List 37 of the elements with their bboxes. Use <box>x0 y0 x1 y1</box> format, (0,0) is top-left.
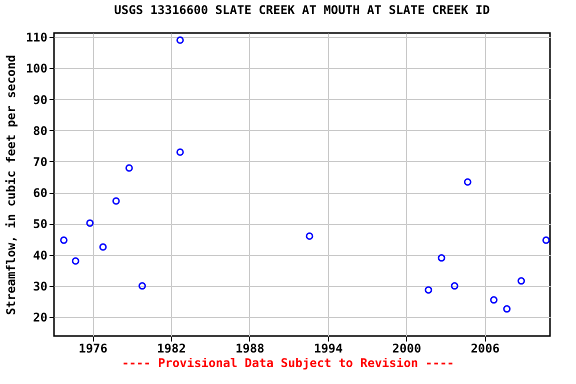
x-tick-label: 1988 <box>235 342 264 356</box>
y-tick-label: 30 <box>33 279 48 294</box>
point <box>464 178 472 186</box>
point <box>72 257 80 265</box>
y-tick-label: 60 <box>33 186 48 200</box>
point <box>517 277 525 285</box>
point <box>450 282 458 290</box>
point <box>438 254 446 262</box>
text: ---- Provisional Data Subject to Revision ---- <box>120 356 456 370</box>
point <box>138 282 146 290</box>
x-tick-label: 1982 <box>157 342 186 356</box>
x-tick-label: 1994 <box>314 342 343 356</box>
point <box>176 148 184 156</box>
point <box>60 236 68 244</box>
x-tick-label: 1976 <box>78 342 108 356</box>
y-tick-label: 70 <box>33 154 48 169</box>
point <box>306 232 314 240</box>
point <box>542 236 550 244</box>
y-tick-label: 40 <box>33 248 48 262</box>
point <box>99 243 107 251</box>
x-tick-label: 2006 <box>470 342 500 356</box>
point <box>176 36 184 44</box>
x-tick-label: 2000 <box>392 342 422 356</box>
chart-title: USGS 13316600 SLATE CREEK AT MOUTH AT SLATE CREEK ID <box>114 3 490 18</box>
y-tick-label: 100 <box>26 62 48 76</box>
point <box>490 296 498 304</box>
point <box>112 197 120 205</box>
y-tick-label: 80 <box>33 124 48 138</box>
y-tick-label: 50 <box>33 217 48 232</box>
point <box>424 286 432 294</box>
point <box>86 219 94 227</box>
y-tick-label: 90 <box>33 92 48 107</box>
y-tick-label: 110 <box>26 30 48 45</box>
y-axis-title: Streamflow, in cubic feet per second <box>4 54 18 316</box>
y-tick-label: 20 <box>33 310 48 325</box>
point <box>503 305 511 313</box>
point <box>125 164 133 172</box>
